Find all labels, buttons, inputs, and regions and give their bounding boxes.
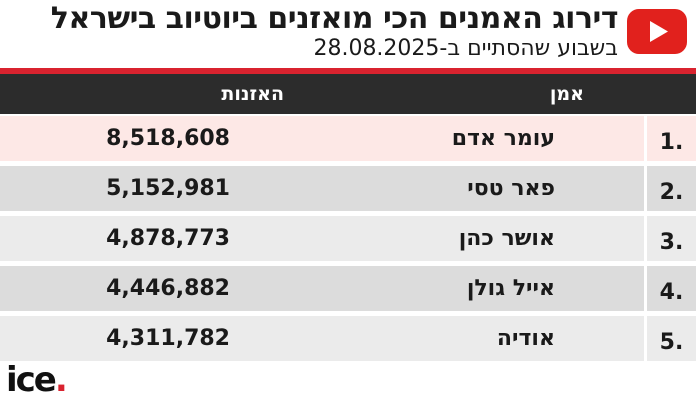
rank-number: 3.: [659, 230, 684, 255]
artist-name: אייל גולן: [466, 276, 555, 301]
view-count: 4,878,773: [106, 226, 230, 251]
rank-number: 5.: [659, 330, 684, 355]
youtube-icon: [627, 9, 687, 54]
table-row: 8,518,608 עומר אדם 1.: [0, 116, 696, 161]
artist-name: אודיה: [496, 326, 555, 351]
view-count: 8,518,608: [106, 126, 230, 151]
artist-name: אושר כהן: [458, 226, 555, 251]
ice-logo: ice.: [6, 360, 68, 400]
view-count: 5,152,981: [106, 176, 230, 201]
table-row: 4,311,782 אודיה 5.: [0, 316, 696, 361]
rank-number: 1.: [659, 130, 684, 155]
table-header: אמן האזנות: [0, 74, 696, 114]
view-count: 4,311,782: [106, 326, 230, 351]
table-row: 5,152,981 פאר טסי 2.: [0, 166, 696, 211]
rank-number: 4.: [659, 280, 684, 305]
row-main-cell: 4,311,782 אודיה: [0, 316, 644, 361]
row-main-cell: 5,152,981 פאר טסי: [0, 166, 644, 211]
chart-title: דירוג האמנים הכי מואזנים ביוטיוב בישראל: [50, 1, 619, 36]
row-main-cell: 4,878,773 אושר כהן: [0, 216, 644, 261]
chart-header: דירוג האמנים הכי מואזנים ביוטיוב בישראל …: [0, 0, 696, 68]
chart-subtitle: בשבוע שהסתיים ב-28.08.2025: [313, 36, 618, 61]
column-header-views: האזנות: [221, 83, 284, 105]
accent-divider: [0, 68, 696, 74]
table-row: 4,878,773 אושר כהן 3.: [0, 216, 696, 261]
rank-cell: 3.: [647, 216, 696, 261]
row-main-cell: 8,518,608 עומר אדם: [0, 116, 644, 161]
column-header-artist: אמן: [549, 83, 584, 105]
rank-cell: 4.: [647, 266, 696, 311]
artist-name: פאר טסי: [467, 176, 555, 201]
row-main-cell: 4,446,882 אייל גולן: [0, 266, 644, 311]
rank-cell: 1.: [647, 116, 696, 161]
rank-cell: 2.: [647, 166, 696, 211]
rank-number: 2.: [659, 180, 684, 205]
artist-name: עומר אדם: [451, 126, 555, 151]
rank-cell: 5.: [647, 316, 696, 361]
view-count: 4,446,882: [106, 276, 230, 301]
table-row: 4,446,882 אייל גולן 4.: [0, 266, 696, 311]
